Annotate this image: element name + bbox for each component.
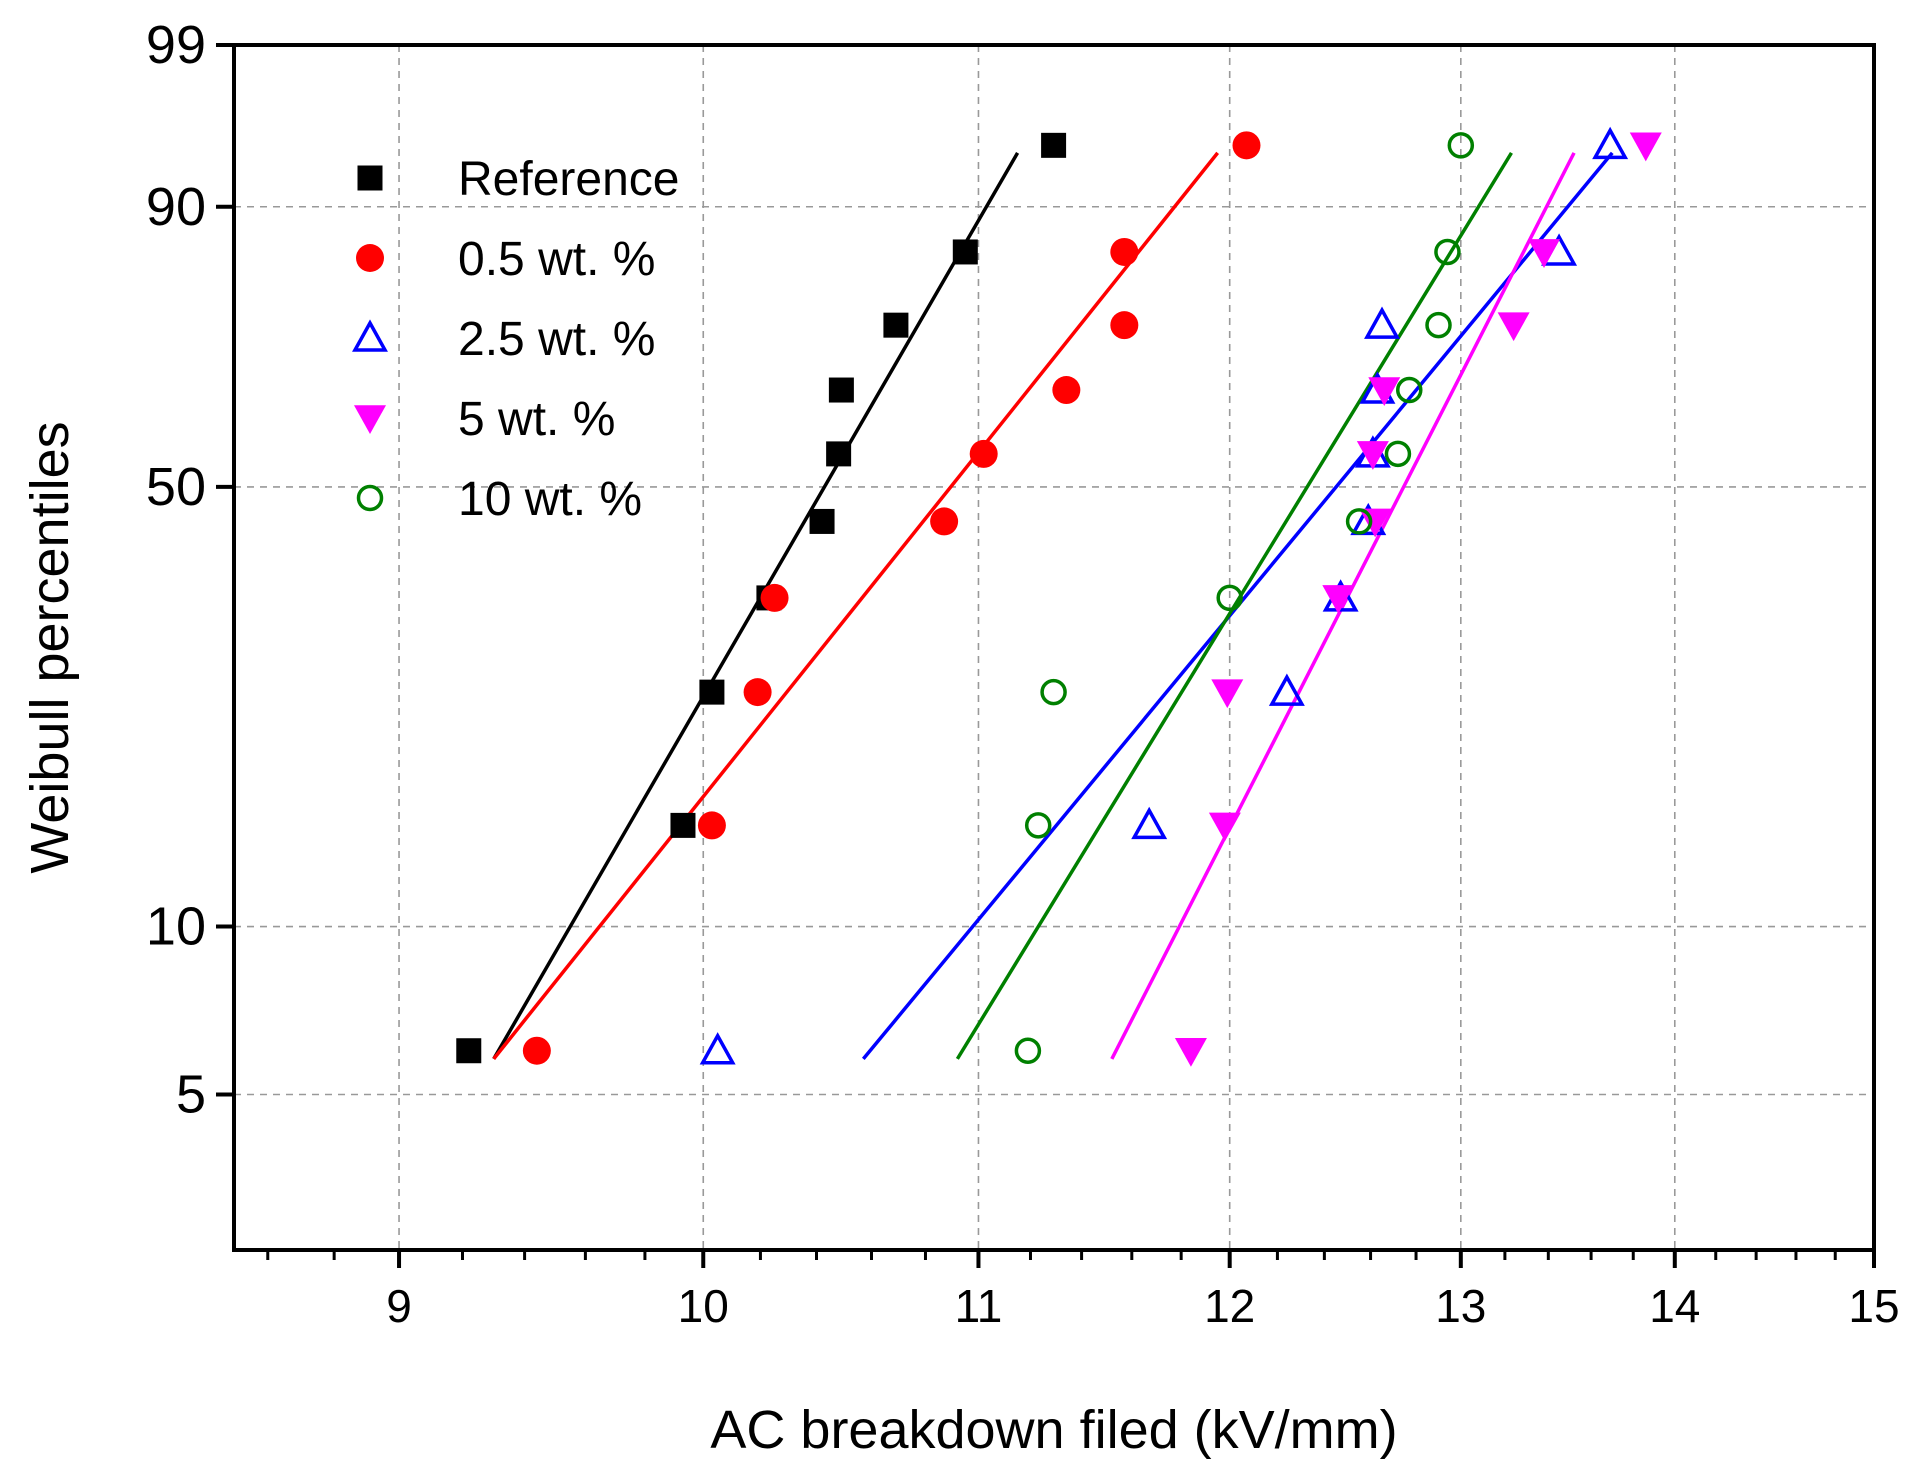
data-point-series-1 [1110, 237, 1139, 266]
x-tick-label: 15 [1848, 1280, 1899, 1332]
legend-marker-4 [356, 484, 384, 512]
y-axis-title: Weibull percentiles [20, 421, 80, 873]
data-point-series-4 [1425, 311, 1452, 339]
data-point-series-1 [743, 678, 772, 707]
legend-label-3: 5 wt. % [458, 393, 615, 446]
data-point-series-3 [1356, 441, 1389, 470]
data-point-series-1 [930, 507, 959, 536]
y-tick-label: 99 [146, 15, 206, 75]
data-point-series-4 [1040, 678, 1067, 706]
data-point-series-1 [697, 811, 726, 840]
data-point-series-4 [1447, 132, 1475, 159]
data-point-series-0 [826, 441, 852, 467]
data-point-series-2 [1364, 306, 1400, 339]
legend-marker-1 [356, 244, 384, 272]
y-tick-label: 10 [146, 897, 206, 957]
fit-line-series-1 [492, 151, 1220, 1060]
legend-label-2: 2.5 wt. % [458, 313, 655, 366]
legend: Reference 0.5 wt. % 2.5 wt. % 5 wt. % 10 wt.… [352, 153, 679, 526]
data-point-series-3 [1629, 132, 1662, 162]
x-axis: 9 10 11 12 13 14 15 [266, 1250, 1900, 1332]
data-point-series-4 [1216, 584, 1243, 612]
data-point-series-3 [1528, 239, 1561, 268]
data-point-series-4 [1384, 440, 1412, 468]
data-point-series-0 [809, 508, 835, 534]
fit-line-series-3 [1110, 152, 1576, 1060]
data-point-series-2 [1131, 806, 1168, 840]
data-point-series-0 [952, 239, 978, 265]
data-point-series-4 [1024, 812, 1052, 839]
fit-line-series-0 [492, 152, 1020, 1060]
fit-line-series-4 [955, 151, 1513, 1060]
data-point-series-2 [1268, 673, 1305, 706]
data-point-series-1 [1052, 376, 1081, 405]
x-axis-title: AC breakdown filed (kV/mm) [710, 1400, 1397, 1460]
data-point-series-0 [699, 679, 725, 705]
legend-label-1: 0.5 wt. % [458, 233, 655, 286]
legend-marker-3 [354, 405, 386, 434]
y-tick-label: 5 [176, 1065, 206, 1125]
data-point-series-0 [883, 312, 909, 338]
data-point-series-0 [1041, 132, 1067, 158]
x-tick-label: 11 [955, 1280, 1003, 1332]
data-point-series-1 [760, 583, 789, 612]
data-point-series-1 [1232, 131, 1261, 160]
x-tick-label: 13 [1435, 1280, 1486, 1332]
data-point-series-3 [1174, 1037, 1207, 1067]
x-tick-label: 12 [1204, 1280, 1255, 1332]
data-point-series-0 [828, 377, 854, 403]
data-point-series-1 [522, 1036, 551, 1065]
plot-frame [232, 43, 1876, 1252]
legend-marker-2 [352, 319, 388, 352]
legend-marker-0 [357, 165, 383, 191]
data-point-series-3 [1211, 679, 1244, 709]
data-point-series-2 [699, 1032, 736, 1065]
data-points [456, 126, 1662, 1067]
data-point-series-0 [670, 812, 696, 838]
x-tick-label: 9 [386, 1280, 412, 1332]
data-point-series-3 [1497, 312, 1530, 342]
data-point-series-3 [1322, 585, 1355, 614]
data-point-series-1 [1110, 311, 1139, 340]
data-point-series-4 [1434, 238, 1461, 266]
legend-label-0: Reference [458, 153, 679, 206]
data-point-series-3 [1368, 377, 1401, 407]
data-point-series-1 [969, 439, 998, 468]
data-point-series-4 [1014, 1037, 1042, 1064]
x-tick-label: 14 [1649, 1280, 1700, 1332]
grid-lines [234, 45, 1874, 1250]
legend-label-4: 10 wt. % [458, 473, 642, 526]
y-axis: 5 10 50 90 99 [146, 15, 234, 1125]
data-point-series-3 [1208, 812, 1241, 842]
y-tick-label: 90 [146, 177, 206, 237]
x-tick-label: 10 [678, 1280, 729, 1332]
fit-lines [492, 151, 1614, 1061]
data-point-series-4 [1345, 508, 1373, 535]
data-point-series-0 [456, 1038, 482, 1064]
y-tick-label: 50 [146, 457, 206, 517]
data-point-series-2 [1592, 126, 1629, 160]
data-point-series-4 [1396, 376, 1423, 404]
